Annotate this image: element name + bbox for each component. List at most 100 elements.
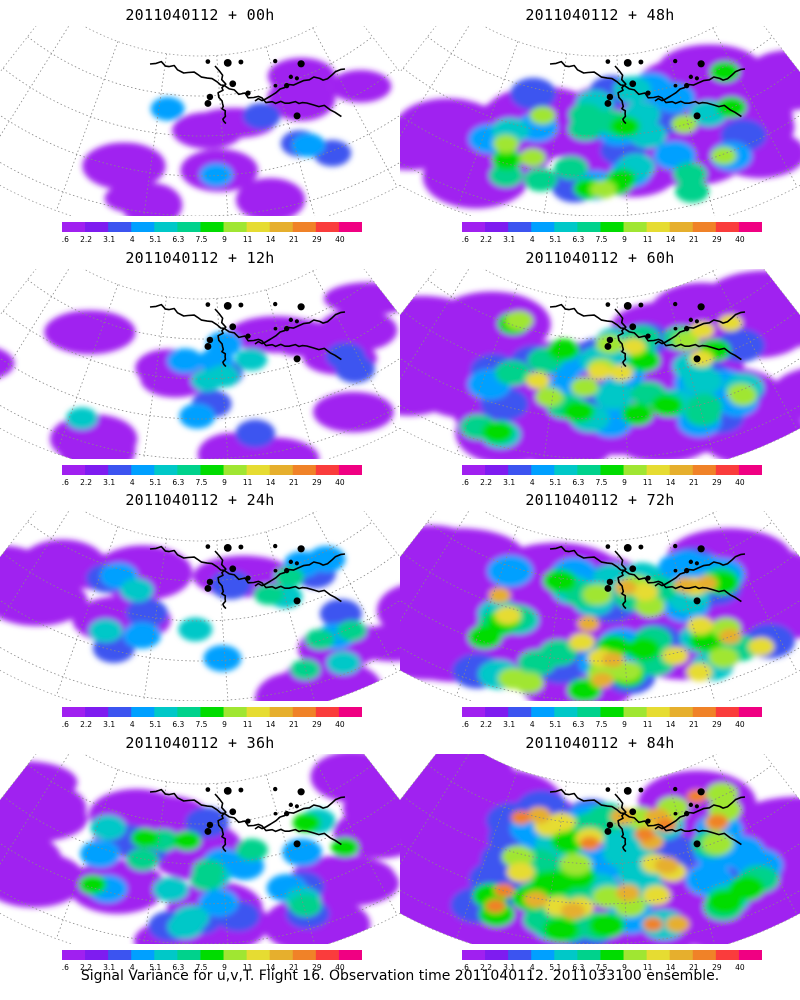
colorbar-segment	[177, 222, 201, 232]
colorbar-segment	[85, 465, 109, 475]
colorbar-segment	[508, 950, 532, 960]
colorbar-label: 5.1	[149, 720, 161, 729]
panel-title: 2011040112 + 36h	[125, 734, 275, 752]
variance-map	[400, 511, 800, 701]
colorbar-label: 4	[130, 720, 135, 729]
colorbar-segment	[715, 222, 740, 232]
coastline	[149, 786, 346, 853]
colorbar-segment	[154, 707, 178, 717]
colorbar-label: 3.1	[503, 963, 515, 972]
colorbar-segment	[738, 950, 762, 960]
colorbar-label: 29	[312, 478, 322, 487]
panel-title: 2011040112 + 72h	[525, 491, 675, 509]
colorbar-label: 40	[735, 478, 745, 487]
figure-caption: Signal Variance for u,v,T. Flight 16. Ob…	[80, 968, 720, 984]
latlon-grid	[0, 26, 400, 216]
colorbar-segment	[338, 465, 362, 475]
colorbar-label: 11	[243, 478, 253, 487]
colorbar-label: 29	[312, 720, 322, 729]
colorbar-label: 5.1	[549, 478, 561, 487]
colorbar-segment	[177, 950, 201, 960]
colorbar-label: 4	[130, 963, 135, 972]
colorbar-segment	[223, 950, 248, 960]
colorbar-segment	[554, 950, 578, 960]
colorbar-label: 9	[622, 235, 627, 244]
colorbar-segment	[738, 707, 762, 717]
coastline	[549, 58, 746, 125]
colorbar-label: 9	[622, 963, 627, 972]
colorbar-label: 5.1	[149, 963, 161, 972]
colorbar-label: 29	[312, 235, 322, 244]
colorbar-label: 11	[643, 963, 653, 972]
colorbar-label: 7.5	[195, 963, 207, 972]
coastline	[149, 543, 346, 610]
colorbar-segment	[485, 465, 509, 475]
colorbar-label: 14	[266, 478, 276, 487]
colorbar-segment	[246, 222, 271, 232]
colorbar-segment	[338, 707, 362, 717]
coastline	[549, 543, 746, 610]
map-panel: 2011040112 + 48h 1.6 2.2 3.1 4 5.1 6.3 7.5 9 11 14…	[400, 0, 800, 250]
colorbar-label: 14	[666, 720, 676, 729]
colorbar-segment	[508, 465, 532, 475]
colorbar-segment	[269, 707, 294, 717]
map-domain	[0, 754, 400, 944]
colorbar-label: 11	[643, 478, 653, 487]
colorbar-segment	[508, 707, 532, 717]
colorbar-label: 1.6	[62, 478, 69, 487]
panel-title: 2011040112 + 24h	[125, 491, 275, 509]
colorbar-segment	[315, 950, 340, 960]
panel-title: 2011040112 + 60h	[525, 249, 675, 267]
colorbar-segment	[62, 222, 86, 232]
colorbar-label: 5.1	[549, 720, 561, 729]
colorbar-segment	[131, 222, 155, 232]
colorbar-segment	[600, 465, 625, 475]
colorbar-label: 2.2	[480, 963, 492, 972]
colorbar-segment	[338, 222, 362, 232]
colorbar-segment	[485, 707, 509, 717]
colorbar-segment	[315, 222, 340, 232]
colorbar-segment	[62, 707, 86, 717]
colorbar-segment	[177, 465, 201, 475]
colorbar-label: 5.1	[549, 235, 561, 244]
colorbar: 1.6 2.2 3.1 4 5.1 6.3 7.5 9 11 14 21 29 40	[62, 465, 362, 487]
colorbar-segment	[462, 950, 486, 960]
colorbar-segment	[246, 707, 271, 717]
colorbar-label: 9	[222, 235, 227, 244]
map-domain	[0, 269, 400, 459]
colorbar-segment	[623, 707, 648, 717]
variance-field	[400, 525, 800, 701]
colorbar-segment	[108, 707, 132, 717]
colorbar-label: 2.2	[80, 478, 92, 487]
colorbar-segment	[577, 950, 601, 960]
colorbar-segment	[108, 222, 132, 232]
colorbar-segment	[154, 222, 178, 232]
colorbar-segment	[646, 950, 671, 960]
colorbar: 1.6 2.2 3.1 4 5.1 6.3 7.5 9 11 14 21 29 40	[462, 950, 762, 972]
colorbar-segment	[600, 950, 625, 960]
colorbar: 1.6 2.2 3.1 4 5.1 6.3 7.5 9 11 14 21 29 40	[62, 950, 362, 972]
colorbar-segment	[177, 707, 201, 717]
colorbar-label: 11	[243, 720, 253, 729]
colorbar-label: 6.3	[172, 720, 184, 729]
colorbar-label: 4	[130, 235, 135, 244]
colorbar-label: 40	[335, 720, 345, 729]
colorbar-label: 1.6	[462, 720, 469, 729]
colorbar-segment	[223, 222, 248, 232]
colorbar-label: 29	[712, 963, 722, 972]
colorbar-segment	[485, 950, 509, 960]
colorbar-label: 6.3	[572, 720, 584, 729]
map-panel: 2011040112 + 00h 1.6 2.2 3.1 4 5.1 6.3 7.5 9 11 14…	[0, 0, 400, 250]
colorbar-label: 21	[689, 235, 699, 244]
variance-map	[400, 754, 800, 944]
map-domain	[400, 511, 800, 701]
latlon-grid	[400, 754, 800, 944]
colorbar-segment	[108, 950, 132, 960]
colorbar-label: 1.6	[462, 963, 469, 972]
coastline	[149, 58, 346, 125]
colorbar-label: 21	[289, 963, 299, 972]
coastline	[549, 301, 746, 368]
colorbar-segment	[738, 465, 762, 475]
colorbar-segment	[200, 950, 225, 960]
colorbar-segment	[315, 465, 340, 475]
